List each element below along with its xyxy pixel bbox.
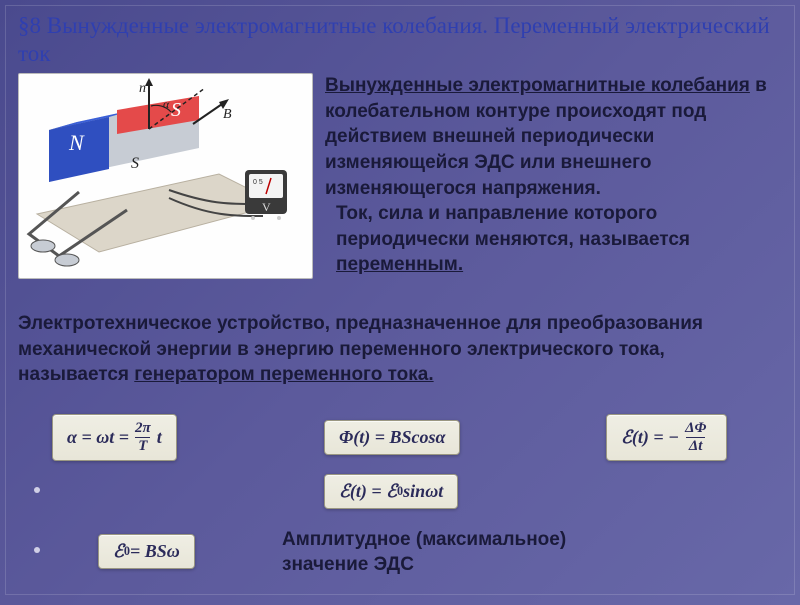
svg-text:V: V <box>262 200 271 214</box>
label-Sarea: S <box>131 155 139 172</box>
formula-emf-frac: ΔΦ Δt <box>682 421 709 454</box>
formula-alpha-lhs: α = ωt = <box>67 427 129 448</box>
bullet-2 <box>34 547 40 553</box>
label-S: S <box>171 99 181 121</box>
label-alpha: α <box>163 97 170 111</box>
formula-emf-lhs: ℰ(t) = − <box>621 427 679 448</box>
diagram-svg: N S 0 5 V n⃗ <box>19 74 313 279</box>
generator-diagram: N S 0 5 V n⃗ <box>18 73 313 279</box>
label-N: N <box>68 130 85 155</box>
label-n: n⃗ <box>139 81 157 96</box>
bullet-1 <box>34 487 40 493</box>
def2-lead: Ток, сила и направление которого периоди… <box>336 203 690 250</box>
formula-emf0: ℰ0 = BSω <box>98 534 195 569</box>
formula-alpha-tail: t <box>157 427 162 448</box>
caption-emf0: Амплитудное (максимальное) значение ЭДС <box>282 528 642 577</box>
slide-title: §8 Вынужденные электромагнитные колебани… <box>18 6 782 71</box>
definition-2: Ток, сила и направление которого периоди… <box>336 201 779 278</box>
formula-emf-deriv: ℰ(t) = − ΔΦ Δt <box>606 414 727 461</box>
label-B: B⃗ <box>223 107 242 122</box>
formula-phi: Φ(t) = BScosα <box>324 420 460 455</box>
formula-alpha-frac: 2π T <box>132 421 154 454</box>
formula-alpha: α = ωt = 2π T t <box>52 414 177 461</box>
def2-term: переменным. <box>336 254 463 275</box>
slide: §8 Вынужденные электромагнитные колебани… <box>5 5 795 595</box>
def1-term: Вынужденные электромагнитные колебания <box>325 75 750 96</box>
def3-term: генератором переменного тока. <box>134 364 433 385</box>
meter-scale: 0 5 <box>253 179 263 186</box>
formula-emf-sin: ℰ(t) = ℰ0sinωt <box>324 474 458 509</box>
definition-3: Электротехническое устройство, предназна… <box>18 311 779 388</box>
